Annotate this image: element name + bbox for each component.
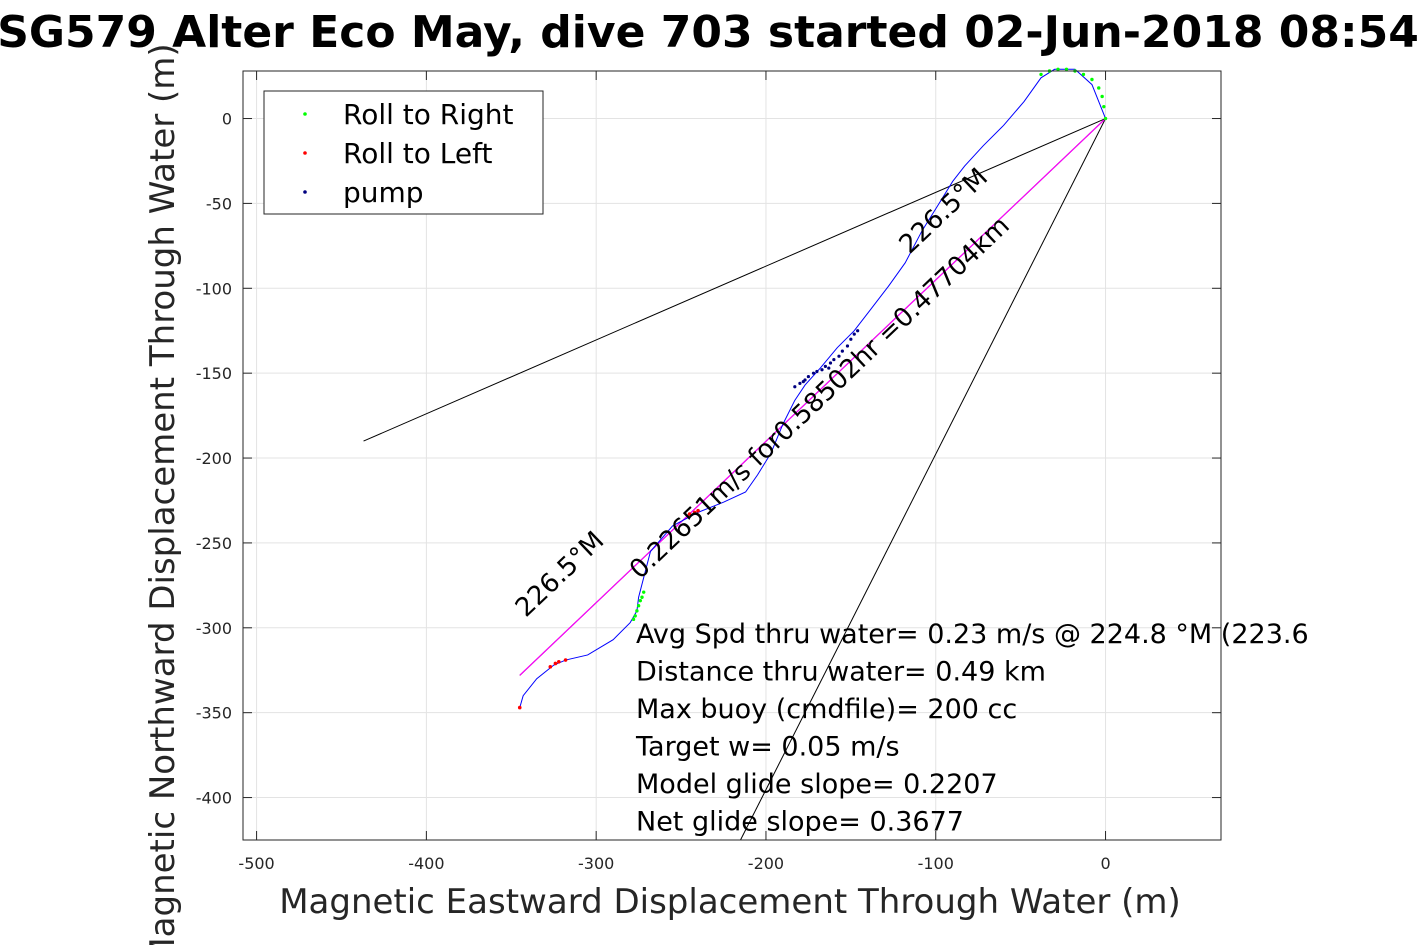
y-tick-label: -50: [206, 194, 232, 213]
pump-point: [827, 366, 831, 370]
stat-line: Target w= 0.05 m/s: [635, 732, 900, 763]
stat-line: Model glide slope= 0.2207: [636, 769, 998, 800]
pump-point: [806, 374, 811, 379]
pump-point: [820, 368, 824, 372]
plot-frame: [242, 70, 1222, 841]
x-tick-label: -100: [918, 854, 954, 873]
roll-left-point: [517, 705, 522, 710]
legend: Roll to Right Roll to Left pump: [263, 90, 544, 215]
roll-left-point: [563, 658, 568, 662]
roll-left-point: [696, 508, 700, 513]
roll-right-point: [1097, 86, 1101, 90]
stat-line: Net glide slope= 0.3677: [636, 807, 964, 838]
x-axis-label: Magnetic Eastward Displacement Through W…: [279, 882, 1181, 922]
roll-left-point: [692, 510, 697, 515]
pump-point: [845, 344, 850, 348]
pump-point: [793, 385, 797, 389]
roll-left-point: [553, 661, 558, 666]
legend-marker: [303, 112, 307, 116]
roll-right-point: [631, 617, 636, 622]
chart-title: SG579 Alter Eco May, dive 703 started 02…: [0, 7, 1417, 58]
roll-right-point: [1064, 67, 1069, 72]
roll-right-point: [1081, 72, 1086, 77]
roll-left-point: [687, 512, 692, 516]
pump-point: [828, 361, 833, 365]
y-tick-label: -350: [196, 704, 232, 723]
course-line: [519, 118, 1106, 676]
x-tick-label: -500: [238, 854, 274, 873]
annotation-block: Avg Spd thru water= 0.23 m/s @ 224.8 °M …: [635, 619, 1309, 838]
legend-marker: [303, 190, 307, 194]
x-tick-label: -200: [748, 854, 784, 873]
reference-line: [740, 118, 1106, 841]
y-tick-label: -250: [196, 534, 232, 553]
axis-ticks: -500 -400 -300 -200 -100 0 0 -50 -100 -150 -200 -25…: [196, 71, 1221, 873]
roll-right-point: [638, 598, 643, 603]
stat-line: Distance thru water= 0.49 km: [636, 657, 1046, 688]
y-axis-label: Magnetic Northward Displacement Through …: [143, 43, 183, 945]
y-tick-label: -100: [196, 279, 232, 298]
legend-label: Roll to Left: [343, 137, 492, 170]
roll-right-point: [633, 614, 637, 618]
track-line: [519, 68, 1107, 708]
pump-point: [815, 369, 819, 374]
pump-point: [840, 349, 844, 353]
pump-point: [852, 332, 856, 336]
x-tick-label: -300: [578, 854, 614, 873]
roll-right-point: [1103, 116, 1108, 121]
roll-right-point: [1102, 104, 1106, 109]
legend-marker: [303, 151, 307, 155]
y-tick-label: -300: [196, 619, 232, 638]
y-tick-label: 0: [222, 110, 232, 129]
y-tick-label: -400: [196, 789, 232, 808]
roll-right-point: [642, 590, 646, 594]
pump-point: [811, 371, 816, 375]
pump-point: [856, 329, 860, 333]
y-tick-label: -200: [196, 449, 232, 468]
roll-right-point: [1090, 77, 1094, 82]
roll-right-point: [635, 609, 639, 613]
x-tick-label: 0: [1100, 854, 1110, 873]
pump-point: [837, 354, 841, 358]
roll-left-point: [548, 665, 553, 669]
roll-right-point: [1100, 94, 1104, 99]
pump-point: [801, 380, 805, 384]
roll-right-point: [636, 604, 641, 608]
roll-right-point: [1039, 72, 1043, 77]
stat-line: Avg Spd thru water= 0.23 m/s @ 224.8 °M …: [636, 619, 1309, 650]
legend-label: pump: [343, 176, 424, 209]
pump-point: [849, 337, 853, 341]
roll-left-point: [557, 659, 561, 664]
pump-point: [798, 381, 802, 385]
legend-label: Roll to Right: [343, 98, 514, 131]
stat-line: Max buoy (cmdfile)= 200 cc: [636, 694, 1017, 725]
reference-line: [363, 118, 1106, 442]
roll-right-point: [640, 595, 644, 599]
y-tick-label: -150: [196, 364, 232, 383]
pump-point: [832, 357, 836, 362]
x-tick-label: -400: [408, 854, 444, 873]
legend-box: [263, 90, 544, 215]
roll-right-point: [1056, 67, 1060, 72]
pump-point: [823, 364, 827, 368]
